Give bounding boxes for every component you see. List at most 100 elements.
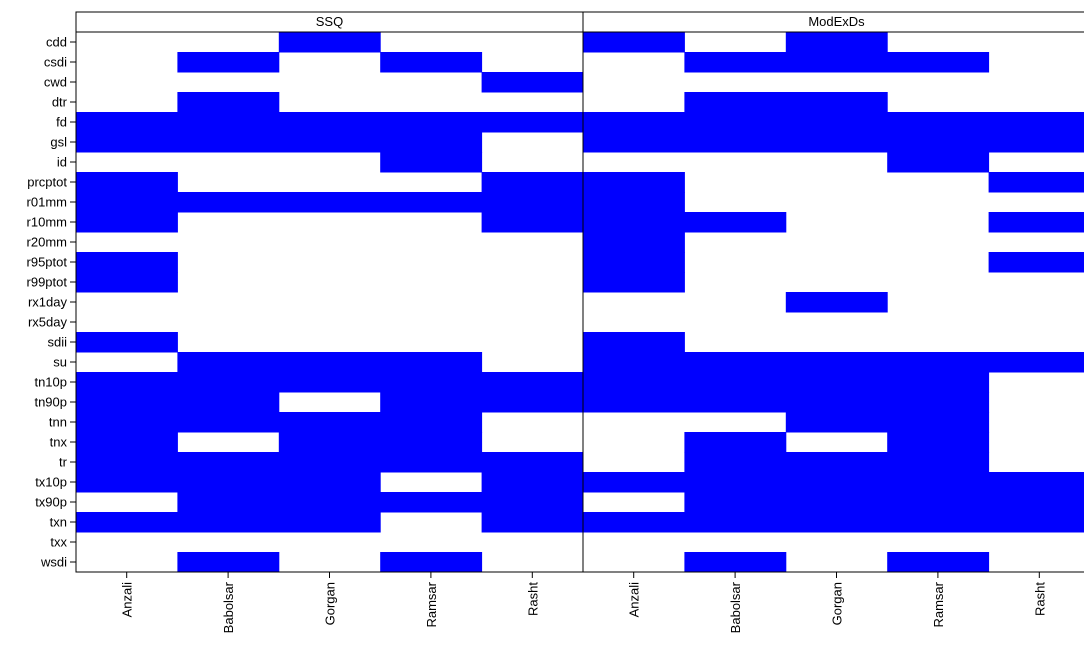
heatmap-cell <box>583 112 685 133</box>
y-tick-label: gsl <box>50 135 67 150</box>
x-tick-label: Anzali <box>120 582 135 618</box>
y-tick-label: tx90p <box>35 495 67 510</box>
y-tick-label: rx1day <box>28 295 68 310</box>
heatmap-cell <box>278 412 381 433</box>
heatmap-cell <box>583 372 685 393</box>
heatmap-cell <box>76 432 178 453</box>
heatmap-cell <box>684 112 787 133</box>
heatmap-cell <box>988 112 1084 133</box>
heatmap-cell <box>785 372 888 393</box>
y-tick-label: tx10p <box>35 475 67 490</box>
heatmap-cell <box>380 132 483 153</box>
heatmap-cell <box>481 492 584 513</box>
heatmap-cell <box>380 492 483 513</box>
heatmap-cell <box>76 212 178 233</box>
heatmap-cell <box>177 92 280 113</box>
heatmap-cell <box>177 512 280 533</box>
heatmap-cell <box>785 452 888 473</box>
y-tick-label: fd <box>56 115 67 130</box>
heatmap-cell <box>177 372 280 393</box>
heatmap-cell <box>76 412 178 433</box>
heatmap-cell <box>380 392 483 413</box>
heatmap-cell <box>583 132 685 153</box>
heatmap-cell <box>380 432 483 453</box>
heatmap-cell <box>76 512 178 533</box>
heatmap-cell <box>177 352 280 373</box>
y-tick-label: tn90p <box>34 395 67 410</box>
heatmap-cell <box>481 472 584 493</box>
heatmap-cell <box>380 192 483 213</box>
heatmap-cell <box>684 452 787 473</box>
heatmap-cell <box>684 92 787 113</box>
y-tick-label: r99ptot <box>27 275 68 290</box>
heatmap-cell <box>177 52 280 73</box>
heatmap-cell <box>177 472 280 493</box>
heatmap-cell <box>380 112 483 133</box>
heatmap-cell <box>481 112 584 133</box>
y-tick-label: tr <box>59 455 68 470</box>
heatmap-cell <box>76 192 178 213</box>
heatmap-cell <box>177 492 280 513</box>
y-tick-label: prcptot <box>27 175 67 190</box>
heatmap-cell <box>278 432 381 453</box>
heatmap-cell <box>481 512 584 533</box>
heatmap-cell <box>988 172 1084 193</box>
heatmap-cell <box>887 392 990 413</box>
heatmap-cell <box>177 392 280 413</box>
y-tick-label: cwd <box>44 75 67 90</box>
x-tick-label: Gorgan <box>323 582 338 625</box>
x-tick-label: Ramsar <box>931 581 946 627</box>
x-tick-label: Rasht <box>525 582 540 616</box>
heatmap-cell <box>583 352 685 373</box>
heatmap-cell <box>785 352 888 373</box>
x-tick-label: Ramsar <box>424 581 439 627</box>
y-tick-label: cdd <box>46 35 67 50</box>
heatmap-cell <box>583 472 685 493</box>
x-tick-label: Babolsar <box>728 581 743 633</box>
heatmap-cell <box>785 492 888 513</box>
y-tick-label: dtr <box>52 95 68 110</box>
heatmap-cell <box>887 452 990 473</box>
heatmap-cell <box>481 72 584 93</box>
heatmap-cell <box>684 512 787 533</box>
heatmap-cell <box>887 512 990 533</box>
y-tick-label: r20mm <box>27 235 67 250</box>
heatmap-cell <box>380 352 483 373</box>
heatmap-cell <box>278 512 381 533</box>
heatmap-cell <box>785 412 888 433</box>
heatmap-cell <box>887 112 990 133</box>
heatmap-cell <box>278 372 381 393</box>
y-tick-label: csdi <box>44 55 67 70</box>
heatmap-cell <box>684 132 787 153</box>
y-tick-label: txn <box>50 515 67 530</box>
x-tick-label: Gorgan <box>830 582 845 625</box>
heatmap-cell <box>76 472 178 493</box>
heatmap-cell <box>887 552 990 573</box>
y-tick-label: sdii <box>47 335 67 350</box>
y-tick-label: r01mm <box>27 195 67 210</box>
heatmap-cell <box>481 372 584 393</box>
heatmap-cell <box>481 212 584 233</box>
heatmap-cell <box>278 472 381 493</box>
heatmap-cell <box>887 492 990 513</box>
heatmap-cell <box>785 112 888 133</box>
heatmap-cell <box>278 32 381 53</box>
heatmap-cell <box>380 52 483 73</box>
heatmap-cell <box>278 452 381 473</box>
heatmap-cell <box>988 252 1084 273</box>
heatmap-cell <box>988 492 1084 513</box>
heatmap-cell <box>380 152 483 173</box>
y-tick-label: r95ptot <box>27 255 68 270</box>
heatmap-cell <box>887 472 990 493</box>
heatmap-cell <box>380 372 483 393</box>
y-tick-label: wsdi <box>40 555 67 570</box>
panel-title-0: SSQ <box>316 14 343 29</box>
heatmap-cell <box>684 212 787 233</box>
heatmap-cell <box>684 352 787 373</box>
heatmap-cell <box>887 152 990 173</box>
heatmap-cell <box>583 192 685 213</box>
heatmap-cell <box>583 32 685 53</box>
heatmap-cell <box>785 32 888 53</box>
heatmap-cell <box>278 492 381 513</box>
